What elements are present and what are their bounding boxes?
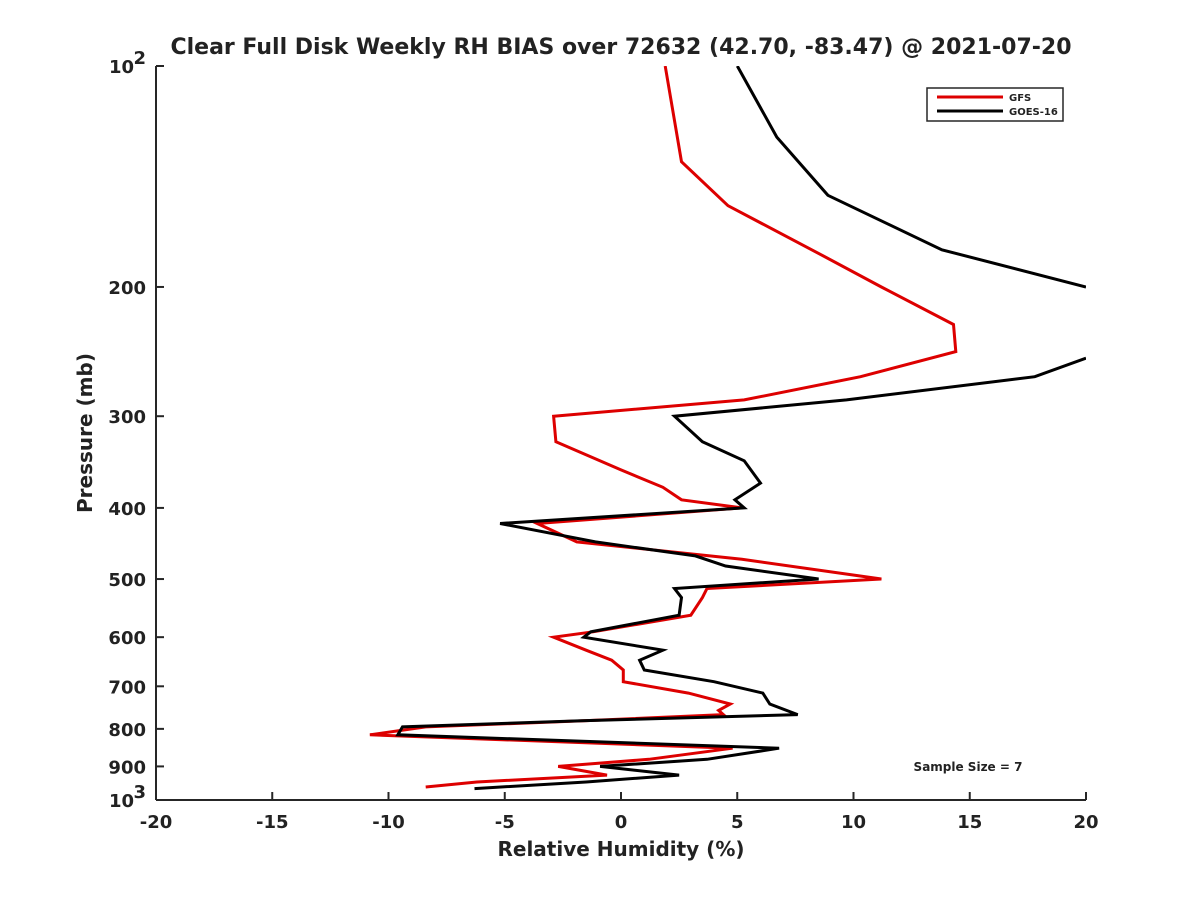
y-tick-label: 300 (108, 407, 146, 428)
series-line-gfs (369, 66, 958, 789)
legend-label-goes-16: GOES-16 (1009, 107, 1058, 118)
y-tick-label: 10 (109, 791, 134, 812)
x-tick-label: 15 (957, 812, 982, 833)
y-tick-label: 500 (108, 570, 146, 591)
series-line-goes-16 (395, 66, 1086, 791)
y-tick-label: 600 (108, 628, 146, 649)
y-tick-exponent: 2 (133, 48, 146, 69)
legend-box (926, 87, 1064, 122)
y-tick-label: 200 (108, 278, 146, 299)
y-tick-exponent: 3 (133, 782, 146, 803)
x-tick-label: 10 (841, 812, 866, 833)
chart-title: Clear Full Disk Weekly RH BIAS over 7263… (170, 35, 1071, 60)
x-tick-label: 20 (1073, 812, 1098, 833)
x-axis-label: Relative Humidity (%) (497, 837, 744, 861)
y-tick-label: 400 (108, 499, 146, 520)
legend-label-gfs: GFS (1009, 93, 1031, 104)
x-tick-label: 0 (615, 812, 628, 833)
x-tick-label: -15 (256, 812, 289, 833)
x-tick-label: -20 (140, 812, 173, 833)
y-tick-label: 800 (108, 720, 146, 741)
y-axis-label: Pressure (mb) (73, 353, 97, 513)
sample-size-annotation: Sample Size = 7 (914, 760, 1023, 774)
x-tick-label: -10 (372, 812, 405, 833)
x-tick-label: -5 (495, 812, 515, 833)
y-tick-label: 900 (108, 757, 146, 778)
y-tick-label: 10 (109, 57, 134, 78)
y-tick-label: 700 (108, 677, 146, 698)
x-tick-label: 5 (731, 812, 744, 833)
